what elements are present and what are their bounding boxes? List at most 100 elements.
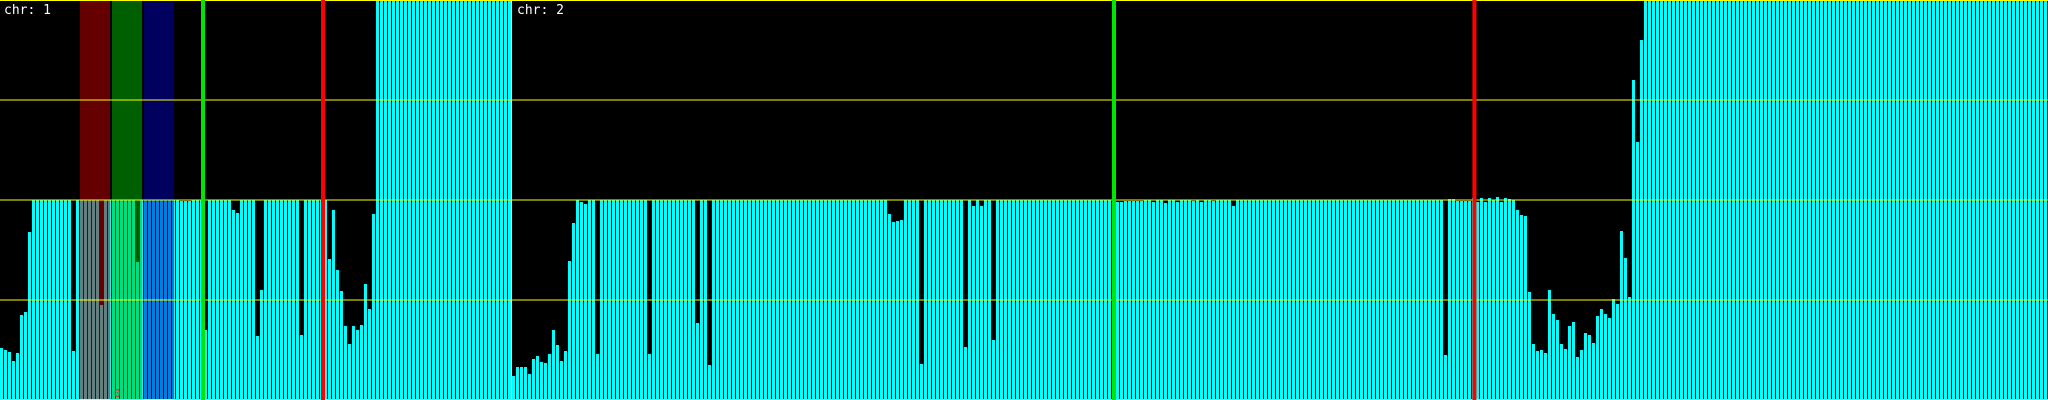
bar bbox=[900, 220, 903, 400]
bar bbox=[536, 356, 539, 400]
bar bbox=[28, 232, 31, 400]
bar bbox=[992, 340, 995, 400]
bar bbox=[1572, 322, 1575, 400]
bar bbox=[1504, 198, 1507, 400]
bar bbox=[1580, 350, 1583, 400]
bar bbox=[548, 354, 551, 400]
bar bbox=[1584, 333, 1587, 400]
bar bbox=[1628, 297, 1631, 400]
bar bbox=[964, 347, 967, 400]
bar bbox=[12, 361, 15, 400]
bar bbox=[560, 361, 563, 400]
green-marker-line bbox=[201, 0, 205, 400]
bar bbox=[1608, 318, 1611, 400]
bar bbox=[1540, 350, 1543, 400]
bar bbox=[972, 206, 975, 400]
bar bbox=[368, 309, 371, 400]
bar bbox=[1552, 314, 1555, 400]
bar bbox=[1564, 349, 1567, 400]
bar bbox=[1624, 258, 1627, 400]
bar bbox=[364, 284, 367, 400]
bar bbox=[1636, 142, 1639, 400]
bar bbox=[512, 376, 515, 400]
bar bbox=[1548, 290, 1551, 400]
bar bbox=[1536, 351, 1539, 400]
bar bbox=[344, 326, 347, 400]
red-marker-line bbox=[321, 0, 325, 400]
bar bbox=[260, 290, 263, 400]
bar bbox=[648, 354, 651, 400]
bar bbox=[1496, 197, 1499, 400]
bar bbox=[1176, 202, 1179, 400]
bar bbox=[1568, 326, 1571, 400]
bar bbox=[1604, 314, 1607, 400]
bar bbox=[232, 210, 235, 400]
bar bbox=[1476, 202, 1479, 400]
marker-lines-layer bbox=[201, 0, 1477, 400]
bar bbox=[1500, 202, 1503, 400]
bar bbox=[24, 312, 27, 400]
bar bbox=[1544, 353, 1547, 400]
bar bbox=[1116, 202, 1119, 400]
bar bbox=[540, 362, 543, 400]
bar bbox=[1532, 344, 1535, 400]
bar bbox=[1444, 355, 1447, 400]
bar bbox=[328, 259, 331, 400]
bar bbox=[528, 374, 531, 400]
bar bbox=[1620, 231, 1623, 400]
bar bbox=[1600, 309, 1603, 400]
bar bbox=[1200, 202, 1203, 400]
bar bbox=[20, 315, 23, 400]
bar bbox=[356, 330, 359, 400]
bar bbox=[1516, 210, 1519, 400]
bar bbox=[896, 221, 899, 400]
bar bbox=[0, 348, 3, 400]
bar bbox=[1528, 292, 1531, 400]
bar bbox=[1164, 203, 1167, 400]
separators-layer bbox=[511, 0, 512, 400]
bar bbox=[372, 214, 375, 400]
bar bbox=[1592, 343, 1595, 400]
bar bbox=[1556, 320, 1559, 400]
bar bbox=[520, 367, 523, 400]
bar bbox=[236, 213, 239, 400]
bar bbox=[1232, 206, 1235, 400]
bar bbox=[204, 330, 207, 400]
bar bbox=[1484, 202, 1487, 400]
bar bbox=[256, 336, 259, 400]
bar bbox=[980, 206, 983, 400]
bar bbox=[1632, 80, 1635, 400]
bar bbox=[360, 325, 363, 400]
bar bbox=[332, 210, 335, 400]
bar bbox=[1640, 40, 1643, 400]
bar bbox=[516, 367, 519, 400]
bar bbox=[892, 222, 895, 400]
bar bbox=[532, 359, 535, 400]
bar bbox=[920, 364, 923, 400]
bar bbox=[1576, 357, 1579, 400]
bar bbox=[4, 350, 7, 400]
bar bbox=[348, 344, 351, 400]
bar bbox=[1560, 344, 1563, 400]
bar bbox=[556, 345, 559, 400]
bar bbox=[1488, 198, 1491, 400]
bar bbox=[16, 353, 19, 400]
bar bbox=[584, 204, 587, 400]
red-marker-line bbox=[1472, 0, 1477, 400]
bar bbox=[1588, 335, 1591, 400]
green-marker-line bbox=[1112, 0, 1116, 400]
bar bbox=[1524, 216, 1527, 400]
bar bbox=[524, 367, 527, 400]
annotation-label: 0 bbox=[114, 387, 121, 400]
bar bbox=[1616, 304, 1619, 400]
bar bbox=[300, 335, 303, 400]
bar bbox=[1596, 316, 1599, 400]
bar bbox=[564, 351, 567, 400]
bar bbox=[708, 365, 711, 400]
bar bbox=[1120, 202, 1123, 400]
bar bbox=[580, 202, 583, 400]
bar bbox=[552, 330, 555, 400]
bar bbox=[696, 323, 699, 400]
